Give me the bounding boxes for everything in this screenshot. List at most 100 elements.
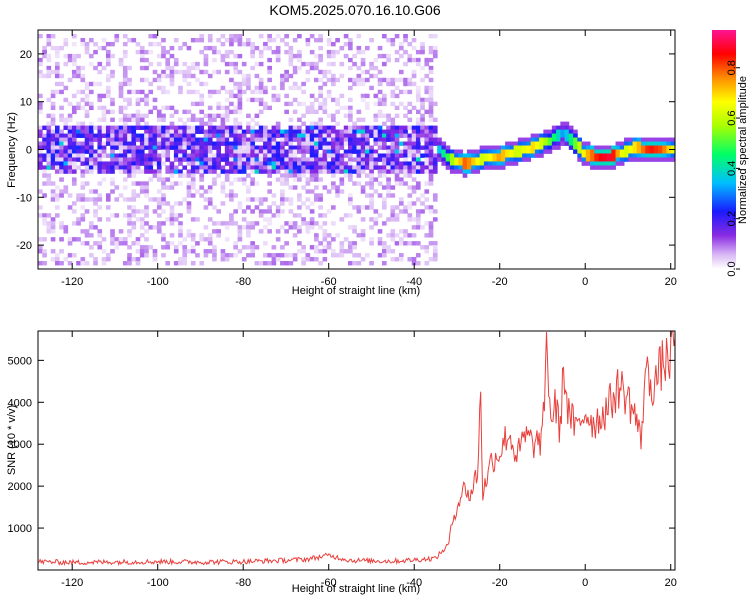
spectrogram-cell [148,137,154,142]
spectrogram-cell [237,153,243,158]
spectrogram-cell [254,221,260,226]
spectrogram-cell [59,189,64,194]
spectrogram-cell [267,181,272,186]
spectrogram-cell [114,185,120,190]
spectrogram-cell [505,157,510,162]
spectrogram-cell [658,153,663,158]
spectrogram-cell [449,157,455,162]
spectrogram-cell [641,149,646,154]
spectrogram-cell [394,145,400,150]
spectrogram-cell [309,33,315,39]
spectrogram-cell [297,161,302,166]
spectrogram-cell [67,205,73,210]
spectrogram-cell [144,141,149,146]
spectrogram-cell [220,189,226,194]
spectrogram-cell [258,53,264,59]
spectrogram-cell [348,41,353,47]
spectrogram-cell [411,233,417,238]
spectrogram-cell [411,125,417,130]
spectrogram-cell [381,33,387,39]
spectrogram-cell [428,105,434,111]
spectrogram-cell [590,153,595,158]
spectrogram-cell [131,141,137,146]
spectrogram-cell [386,157,391,162]
spectrogram-cell [207,149,213,154]
spectrogram-cell [216,37,222,43]
spectrogram-cell [326,245,332,250]
spectrogram-cell [398,169,404,174]
spectrogram-cell [309,93,315,99]
spectrogram-cell [275,209,281,214]
spectrogram-cell [394,217,400,222]
spectrogram-cell [322,161,328,166]
spectrogram-cell [182,121,188,126]
spectrogram-cell [76,221,81,226]
spectrogram-cell [369,37,374,43]
spectrogram-cell [428,177,434,182]
spectrogram-cell [428,241,434,246]
spectrogram-cell [67,141,73,146]
spectrogram-cell [84,113,90,119]
spectrogram-cell [165,141,171,146]
spectrogram-cell [63,229,69,234]
spectrogram-cell [670,153,676,158]
spectrogram-cell [250,49,255,55]
spectrogram-cell [59,153,64,158]
spectrogram-cell [246,245,251,250]
spectrogram-cell [105,49,111,55]
spectrogram-cell [186,189,192,194]
spectrogram-cell [156,153,162,158]
spectrogram-cell [403,37,408,43]
spectrogram-cell [331,253,336,258]
spectrogram-cell [131,149,137,154]
spectrogram-cell [381,161,387,166]
spectrogram-cell [161,117,166,123]
spectrogram-cell [335,97,340,103]
spectrogram-cell [246,233,251,238]
spectrogram-cell [398,41,404,47]
spectrogram-cell [105,217,111,222]
spectrogram-cell [161,85,166,91]
spectrogram-cell [135,137,141,142]
spectrogram-cell [254,113,260,119]
spectrogram-cell [471,149,476,154]
spectrogram-cell [352,261,357,266]
spectrogram-cell [547,145,553,150]
spectrogram-cell [38,33,43,39]
spectrogram-cell [424,153,430,158]
spectrogram-cell [271,165,277,170]
spectrogram-cell [233,193,238,198]
spectrogram-cell [356,173,362,178]
spectrogram-cell [127,133,132,138]
spectrogram-cell [292,109,298,115]
spectrogram-cell [348,133,353,138]
spectrogram-cell [339,161,345,166]
spectrogram-cell [662,145,667,150]
spectrogram-cell [297,177,302,182]
spectrogram-cell [50,105,56,111]
spectrogram-cell [314,109,319,115]
spectrogram-cell [670,137,676,142]
spectrogram-cell [292,149,298,154]
spectrogram-cell [178,221,183,226]
spectrogram-cell [169,81,175,87]
spectrogram-cell [122,177,128,182]
spectrogram-cell [80,161,86,166]
spectrogram-cell [390,129,396,134]
spectrogram-cell [394,205,400,210]
spectrogram-cell [348,77,353,83]
spectrogram-cell [207,73,213,79]
spectrogram-cell [632,141,638,146]
spectrogram-cell [250,241,255,246]
spectrogram-cell [420,97,425,103]
spectrogram-cell [356,45,362,51]
spectrogram-cell [250,133,255,138]
spectrogram-cell [101,129,107,134]
spectrogram-cell [560,133,565,138]
spectrogram-cell [169,209,175,214]
spectrogram-cell [186,173,192,178]
spectrogram-cell [246,173,251,178]
spectrogram-cell [280,173,285,178]
spectrogram-cell [229,145,234,150]
spectrogram-cell [207,189,213,194]
